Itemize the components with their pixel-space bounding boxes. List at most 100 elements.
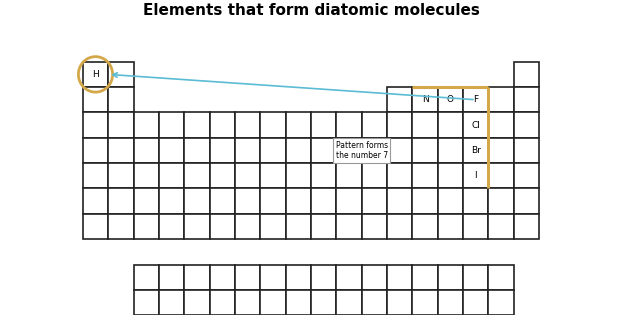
Bar — [514, 189, 539, 214]
Bar — [134, 265, 159, 290]
Bar — [311, 214, 337, 239]
Bar — [83, 87, 108, 112]
Bar — [83, 138, 108, 163]
Bar — [285, 290, 311, 315]
Bar — [387, 112, 412, 138]
Bar — [235, 163, 260, 189]
Bar — [210, 290, 235, 315]
Bar — [387, 214, 412, 239]
Bar — [83, 214, 108, 239]
Bar — [438, 163, 463, 189]
Bar — [108, 189, 134, 214]
Bar — [438, 214, 463, 239]
Bar — [260, 265, 285, 290]
Bar — [488, 189, 514, 214]
Bar — [311, 189, 337, 214]
Bar — [108, 138, 134, 163]
Bar — [311, 290, 337, 315]
Bar — [134, 290, 159, 315]
Bar — [235, 265, 260, 290]
Bar — [488, 87, 514, 112]
Bar — [387, 87, 412, 112]
Text: Pattern forms
the number 7: Pattern forms the number 7 — [336, 141, 388, 160]
Bar — [463, 138, 488, 163]
Bar — [387, 163, 412, 189]
Bar — [108, 87, 134, 112]
Bar — [438, 189, 463, 214]
Bar — [337, 290, 362, 315]
Bar — [260, 138, 285, 163]
Bar — [438, 112, 463, 138]
Bar — [285, 214, 311, 239]
Bar — [438, 265, 463, 290]
Bar — [311, 265, 337, 290]
Bar — [514, 163, 539, 189]
Bar — [285, 138, 311, 163]
Text: N: N — [422, 95, 429, 104]
Bar — [210, 163, 235, 189]
Bar — [134, 214, 159, 239]
Bar — [488, 163, 514, 189]
Bar — [514, 138, 539, 163]
Bar — [412, 189, 438, 214]
Text: I: I — [475, 171, 477, 180]
Bar — [235, 214, 260, 239]
Bar — [412, 290, 438, 315]
Bar — [514, 62, 539, 87]
Bar — [134, 189, 159, 214]
Bar — [210, 214, 235, 239]
Bar — [488, 112, 514, 138]
Bar — [184, 214, 210, 239]
Bar — [134, 163, 159, 189]
Bar — [362, 189, 387, 214]
Bar — [184, 138, 210, 163]
Bar — [235, 189, 260, 214]
Bar — [337, 163, 362, 189]
Bar — [362, 138, 387, 163]
Bar — [83, 62, 108, 87]
Bar — [159, 138, 184, 163]
Text: H: H — [92, 70, 99, 79]
Bar — [438, 138, 463, 163]
Bar — [159, 163, 184, 189]
Bar — [210, 138, 235, 163]
Bar — [184, 290, 210, 315]
Bar — [184, 265, 210, 290]
Bar — [337, 265, 362, 290]
Bar — [159, 189, 184, 214]
Bar — [463, 265, 488, 290]
Bar — [108, 112, 134, 138]
Bar — [488, 290, 514, 315]
Bar — [235, 112, 260, 138]
Bar — [134, 112, 159, 138]
Text: O: O — [447, 95, 454, 104]
Bar — [83, 112, 108, 138]
Bar — [412, 265, 438, 290]
Bar — [260, 214, 285, 239]
Bar — [108, 62, 134, 87]
Bar — [412, 138, 438, 163]
Bar — [514, 87, 539, 112]
Bar — [514, 112, 539, 138]
Bar — [463, 163, 488, 189]
Bar — [260, 189, 285, 214]
Bar — [83, 163, 108, 189]
Bar — [337, 138, 362, 163]
Bar — [285, 163, 311, 189]
Bar — [285, 112, 311, 138]
Bar — [83, 189, 108, 214]
Bar — [159, 214, 184, 239]
Bar — [159, 265, 184, 290]
Bar — [210, 189, 235, 214]
Bar — [260, 290, 285, 315]
Bar — [362, 265, 387, 290]
Title: Elements that form diatomic molecules: Elements that form diatomic molecules — [142, 3, 480, 18]
Bar — [438, 290, 463, 315]
Bar — [387, 290, 412, 315]
Bar — [438, 87, 463, 112]
Text: Br: Br — [471, 146, 481, 155]
Bar — [260, 112, 285, 138]
Bar — [412, 163, 438, 189]
Bar — [387, 265, 412, 290]
Bar — [285, 265, 311, 290]
